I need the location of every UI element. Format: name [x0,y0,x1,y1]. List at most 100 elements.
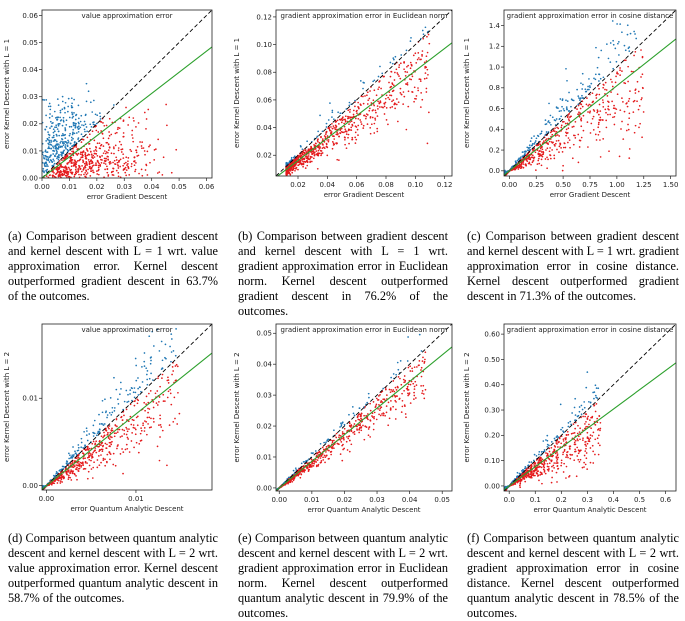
scatter-point [158,171,161,173]
scatter-point [75,452,77,455]
scatter-point [402,378,405,381]
scatter-point [513,168,516,171]
scatter-point [609,61,612,63]
scatter-point [65,124,68,126]
scatter-point [572,432,574,435]
scatter-point [414,52,417,55]
scatter-point [140,427,142,429]
scatter-point [86,462,88,464]
scatter-point [64,165,67,168]
scatter-point [406,71,409,73]
scatter-point [568,139,571,141]
scatter-point [579,107,582,110]
scatter-point [343,423,346,426]
scatter-point [64,174,67,177]
scatter-point [292,479,295,482]
scatter-point [560,464,562,467]
scatter-point [567,137,570,139]
scatter-chart-b: 0.02 0.04 0.06 0.08 0.10 0.120.020.040.060.08… [233,9,452,199]
scatter-point [628,148,631,150]
scatter-point [174,379,177,382]
scatter-point [420,58,422,61]
scatter-point [354,131,357,134]
scatter-point [47,159,50,162]
scatter-point [588,103,591,106]
scatter-point [100,448,103,451]
scatter-point [98,162,100,165]
scatter-point [71,150,73,153]
scatter-point [395,373,397,376]
scatter-point [385,411,388,414]
scatter-point [99,147,102,150]
scatter-point [156,445,159,448]
scatter-point [132,426,135,429]
scatter-point [360,121,362,123]
scatter-point [56,169,59,172]
scatter-point [153,149,156,151]
scatter-point [116,447,118,450]
scatter-point [117,171,120,174]
scatter-point [146,383,149,386]
scatter-point [599,156,602,158]
scatter-point [574,134,576,137]
scatter-point [529,146,531,149]
scatter-point [129,393,131,395]
scatter-point [310,160,313,163]
scatter-point [358,407,361,409]
scatter-point [322,144,324,146]
scatter-point [322,456,324,459]
scatter-point [569,146,571,149]
scatter-point [579,99,581,101]
scatter-point [77,170,80,172]
scatter-point [594,133,597,136]
scatter-point [111,411,114,414]
scatter-point [514,160,517,163]
scatter-point [113,104,115,106]
scatter-point [69,132,71,135]
scatter-point [146,416,149,419]
scatter-point [323,441,325,444]
scatter-point [567,422,570,424]
scatter-point [592,100,594,103]
scatter-point [562,164,564,167]
scatter-point [384,101,387,104]
scatter-point [42,98,44,101]
scatter-point [66,145,69,148]
scatter-point [95,440,98,443]
scatter-point [302,469,305,472]
scatter-point [354,105,356,108]
scatter-point [379,101,382,104]
scatter-point [351,406,354,408]
scatter-point [56,482,59,484]
scatter-point [542,140,545,142]
x-tick-label: 0.02 [337,496,353,504]
scatter-point [360,429,363,432]
scatter-point [317,138,319,140]
scatter-point [520,165,523,168]
caption-a: (a) Comparison between gradient descent … [8,229,218,303]
scatter-point [538,162,541,165]
scatter-point [107,174,110,176]
scatter-point [367,413,369,415]
scatter-point [629,0,631,2]
scatter-point [91,457,93,459]
scatter-point [394,396,397,398]
scatter-point [73,163,75,165]
scatter-point [98,450,100,453]
scatter-point [359,424,362,427]
scatter-point [415,384,418,387]
scatter-point [608,150,610,153]
scatter-point [135,151,138,154]
scatter-point [594,384,597,387]
scatter-point [176,365,179,368]
scatter-point [369,107,371,110]
scatter-point [143,365,146,367]
scatter-point [58,144,60,146]
scatter-point [609,42,612,44]
scatter-point [424,67,426,69]
scatter-point [546,156,548,159]
scatter-point [103,162,105,164]
x-tick-label: 1.25 [636,181,652,189]
scatter-point [568,110,571,112]
scatter-point [398,75,400,77]
